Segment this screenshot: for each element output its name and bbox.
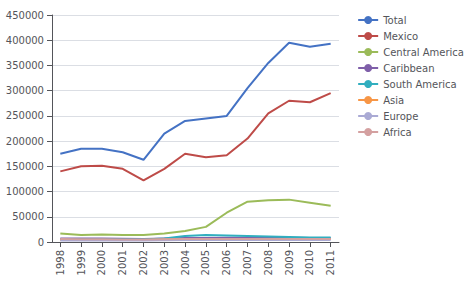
svg-text:2002: 2002: [138, 250, 149, 275]
svg-text:2007: 2007: [242, 250, 253, 275]
svg-text:350000: 350000: [6, 60, 44, 71]
svg-text:Total: Total: [382, 15, 406, 26]
svg-text:2005: 2005: [200, 250, 211, 275]
svg-text:250000: 250000: [6, 110, 44, 121]
svg-text:2010: 2010: [304, 250, 315, 275]
svg-text:2009: 2009: [284, 250, 295, 275]
svg-text:0: 0: [38, 237, 44, 248]
svg-text:1998: 1998: [55, 250, 66, 275]
svg-text:2011: 2011: [325, 250, 336, 275]
svg-text:Caribbean: Caribbean: [383, 63, 434, 74]
svg-text:300000: 300000: [6, 85, 44, 96]
svg-text:2008: 2008: [263, 250, 274, 275]
svg-text:150000: 150000: [6, 161, 44, 172]
svg-text:2006: 2006: [221, 250, 232, 275]
svg-text:450000: 450000: [6, 10, 44, 21]
svg-text:100000: 100000: [6, 186, 44, 197]
svg-text:2004: 2004: [180, 250, 191, 275]
svg-text:Africa: Africa: [383, 127, 412, 138]
svg-text:200000: 200000: [6, 136, 44, 147]
svg-text:1999: 1999: [76, 250, 87, 275]
svg-text:Central America: Central America: [383, 47, 464, 58]
svg-text:Asia: Asia: [383, 95, 404, 106]
svg-text:South America: South America: [383, 79, 457, 90]
svg-text:400000: 400000: [6, 35, 44, 46]
svg-text:2000: 2000: [96, 250, 107, 275]
svg-text:2003: 2003: [159, 250, 170, 275]
svg-text:2001: 2001: [117, 250, 128, 275]
svg-text:Europe: Europe: [383, 111, 418, 122]
svg-text:Mexico: Mexico: [383, 31, 418, 42]
svg-text:50000: 50000: [12, 211, 44, 222]
